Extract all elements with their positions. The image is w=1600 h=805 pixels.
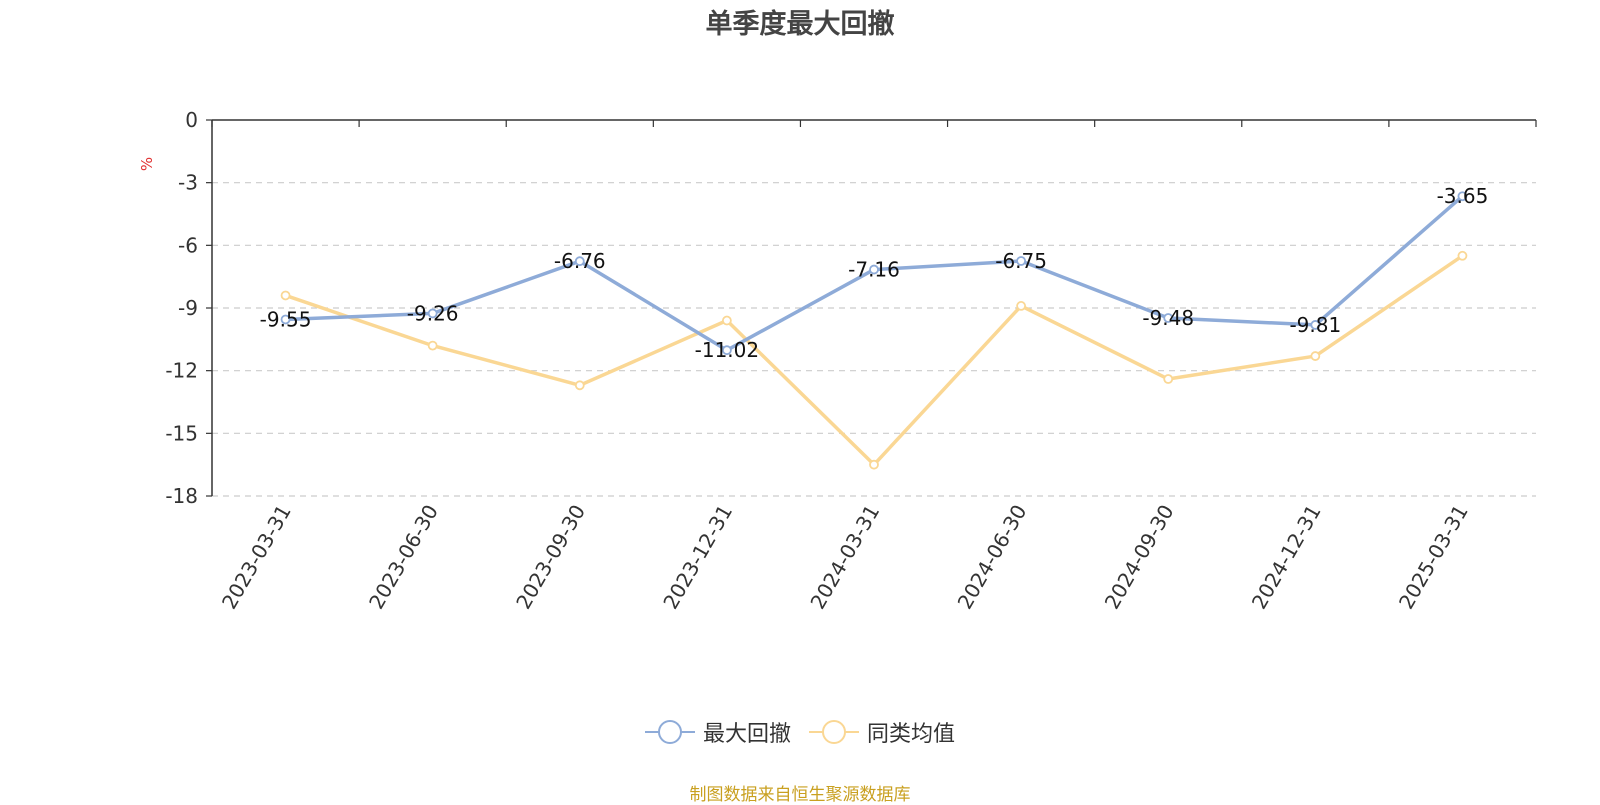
legend: 最大回撤 同类均值 [0, 716, 1600, 748]
data-label: -9.26 [407, 301, 459, 325]
source-note: 制图数据来自恒生聚源数据库 [689, 785, 911, 805]
data-label: -3.65 [1437, 184, 1489, 208]
series-lines [280, 191, 1468, 470]
x-tick-label: 2024-09-30 [1100, 501, 1179, 614]
data-label: -11.02 [695, 338, 759, 362]
legend-label-peer-average: 同类均值 [867, 722, 956, 747]
axes: 0 -3 -6 -9 -12 -15 -18 2023-03-31 2023-06-30 2023… [165, 108, 1537, 614]
data-point[interactable] [869, 459, 879, 470]
data-point[interactable] [574, 380, 585, 391]
data-label: -7.16 [848, 258, 900, 282]
x-tick-label: 2024-03-31 [805, 501, 884, 614]
data-label: -9.55 [260, 307, 312, 331]
data-point[interactable] [427, 340, 438, 351]
y-tick-label: -18 [165, 484, 198, 508]
data-label: -6.76 [554, 249, 606, 273]
x-tick-label: 2025-03-31 [1394, 501, 1473, 614]
x-tick-label: 2023-06-30 [364, 500, 443, 613]
data-label: -9.48 [1142, 306, 1194, 330]
data-label: -9.81 [1289, 313, 1341, 337]
y-tick-label: -6 [178, 233, 198, 257]
legend-item-peer-average[interactable]: 同类均值 [809, 716, 955, 748]
data-point[interactable] [280, 314, 291, 325]
x-tick-label: 2024-06-30 [953, 501, 1032, 614]
data-point[interactable] [1016, 256, 1027, 266]
x-tick-label: 2023-03-31 [217, 501, 296, 614]
data-point[interactable] [574, 256, 585, 267]
grid-lines [212, 182, 1536, 497]
data-point[interactable] [1457, 250, 1468, 261]
data-point[interactable] [280, 290, 291, 301]
data-point[interactable] [1457, 191, 1468, 202]
data-point[interactable] [427, 308, 438, 319]
legend-marker-icon [644, 720, 695, 744]
data-labels: -9.55 -9.26 -6.76 -11.02 -7.16 -6.75 -9.48 -9.8… [260, 184, 1489, 362]
data-point[interactable] [1163, 374, 1174, 384]
data-point[interactable] [1310, 320, 1321, 330]
legend-marker-icon [809, 720, 859, 744]
data-label: -6.75 [995, 249, 1047, 273]
y-tick-label: 0 [185, 108, 198, 132]
data-point[interactable] [1310, 351, 1321, 361]
legend-item-max-drawdown[interactable]: 最大回撤 [644, 716, 791, 748]
data-point[interactable] [1016, 301, 1027, 311]
data-point[interactable] [869, 264, 879, 275]
y-tick-label: -3 [178, 171, 198, 195]
x-tick-label: 2023-12-31 [658, 501, 737, 614]
x-tick-label: 2023-09-30 [511, 501, 590, 614]
y-tick-label: -12 [165, 359, 198, 383]
data-point[interactable] [721, 345, 732, 356]
data-point[interactable] [721, 315, 732, 326]
data-point[interactable] [1163, 313, 1174, 323]
chart-title: 单季度最大回撤 [705, 9, 895, 40]
legend-label-max-drawdown: 最大回撤 [702, 722, 791, 747]
y-tick-label: -9 [178, 296, 198, 320]
y-axis-unit-label: % [138, 157, 156, 171]
y-tick-label: -15 [165, 421, 198, 445]
x-tick-label: 2024-12-31 [1247, 501, 1326, 614]
